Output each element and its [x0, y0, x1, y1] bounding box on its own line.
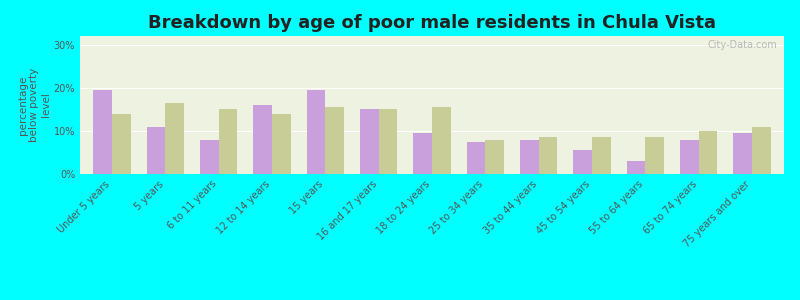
Bar: [112, 114, 130, 174]
Bar: [432, 107, 450, 174]
Bar: [200, 140, 218, 174]
Bar: [698, 131, 718, 174]
Bar: [166, 103, 184, 174]
Bar: [680, 140, 698, 174]
Bar: [538, 137, 558, 174]
Bar: [520, 140, 538, 174]
Y-axis label: percentage
below poverty
level: percentage below poverty level: [18, 68, 51, 142]
Bar: [486, 140, 504, 174]
Bar: [146, 127, 166, 174]
Bar: [254, 105, 272, 174]
Bar: [626, 161, 646, 174]
Bar: [306, 90, 326, 174]
Bar: [734, 133, 752, 174]
Bar: [218, 109, 238, 174]
Bar: [272, 114, 290, 174]
Title: Breakdown by age of poor male residents in Chula Vista: Breakdown by age of poor male residents …: [148, 14, 716, 32]
Bar: [646, 137, 664, 174]
Bar: [360, 109, 378, 174]
Bar: [94, 90, 112, 174]
Bar: [574, 150, 592, 174]
Bar: [592, 137, 610, 174]
Bar: [326, 107, 344, 174]
Bar: [752, 127, 770, 174]
Bar: [414, 133, 432, 174]
Text: City-Data.com: City-Data.com: [707, 40, 777, 50]
Bar: [466, 142, 486, 174]
Bar: [378, 109, 398, 174]
